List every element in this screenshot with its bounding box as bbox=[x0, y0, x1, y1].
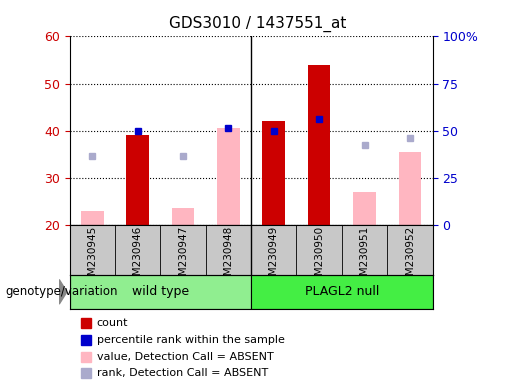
Text: rank, Detection Call = ABSENT: rank, Detection Call = ABSENT bbox=[97, 368, 268, 379]
Text: percentile rank within the sample: percentile rank within the sample bbox=[97, 335, 285, 345]
Bar bbox=[126, 135, 149, 225]
Bar bbox=[308, 65, 331, 225]
Bar bbox=[217, 128, 239, 225]
Text: genotype/variation: genotype/variation bbox=[5, 285, 117, 298]
Text: GSM230948: GSM230948 bbox=[224, 226, 233, 289]
Text: count: count bbox=[97, 318, 128, 328]
Bar bbox=[263, 121, 285, 225]
Bar bbox=[353, 192, 376, 225]
Text: GSM230949: GSM230949 bbox=[269, 226, 279, 289]
Bar bbox=[81, 210, 104, 225]
Text: GSM230950: GSM230950 bbox=[314, 226, 324, 289]
Polygon shape bbox=[59, 280, 67, 304]
Text: GSM230946: GSM230946 bbox=[132, 226, 143, 289]
Text: GDS3010 / 1437551_at: GDS3010 / 1437551_at bbox=[169, 15, 346, 31]
Bar bbox=[399, 152, 421, 225]
Text: wild type: wild type bbox=[132, 285, 189, 298]
Bar bbox=[171, 208, 194, 225]
Bar bbox=[251, 275, 433, 309]
Text: GSM230945: GSM230945 bbox=[87, 226, 97, 289]
Text: GSM230952: GSM230952 bbox=[405, 226, 415, 289]
Bar bbox=[70, 275, 251, 309]
Text: PLAGL2 null: PLAGL2 null bbox=[305, 285, 379, 298]
Text: GSM230947: GSM230947 bbox=[178, 226, 188, 289]
Text: GSM230951: GSM230951 bbox=[359, 226, 370, 289]
Text: value, Detection Call = ABSENT: value, Detection Call = ABSENT bbox=[97, 352, 273, 362]
